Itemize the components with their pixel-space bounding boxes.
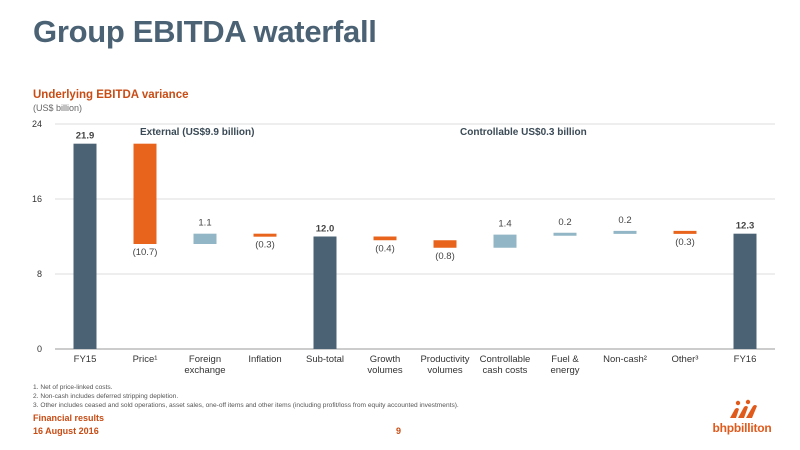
x-tick-label-line: Sub-total: [306, 354, 344, 365]
x-tick-label: FY15: [74, 354, 97, 365]
logo-wordmark: bhpbilliton: [712, 421, 772, 435]
bar-1: [73, 143, 97, 349]
data-label-7: (0.8): [435, 251, 455, 262]
logo-mark-icon: [730, 399, 757, 418]
y-tick-label: 16: [32, 194, 42, 204]
x-tick-label-line: Controllable: [480, 354, 531, 365]
x-tick-label: Growth volumes: [367, 354, 403, 376]
data-label-6: (0.4): [375, 243, 395, 254]
x-tick-label-line: FY15: [74, 354, 97, 365]
y-tick-label: 8: [37, 269, 42, 279]
data-label-10: 0.2: [618, 215, 631, 226]
data-label-1: 21.9: [76, 131, 95, 142]
bar-12: [733, 233, 757, 349]
x-tick-label-line: Fuel &: [551, 354, 579, 365]
footer-label: Financial results: [33, 413, 105, 423]
x-tick-label-line: volumes: [427, 365, 463, 376]
bar-7: [433, 240, 457, 248]
x-tick-label-line: FY16: [734, 354, 757, 365]
bar-9: [553, 232, 577, 236]
x-tick-label-line: energy: [550, 365, 579, 376]
data-label-3: 1.1: [198, 218, 211, 229]
bar-8: [493, 234, 517, 248]
x-tick-label: Other³: [672, 354, 699, 365]
bhp-billiton-logo: bhpbilliton: [702, 397, 782, 437]
chart-units: (US$ billion): [33, 103, 83, 113]
x-tick-label-line: Inflation: [248, 354, 281, 365]
x-tick-label: Sub-total: [306, 354, 344, 365]
chart-subtitle: Underlying EBITDA variance: [33, 89, 189, 101]
bar-5: [313, 236, 337, 349]
annotation-external: External (US$9.9 billion): [140, 127, 254, 138]
data-label-5: 12.0: [316, 224, 335, 235]
bar-2: [133, 143, 157, 244]
x-tick-label-line: Productivity: [420, 354, 469, 365]
x-tick-label-line: Foreign: [189, 354, 221, 365]
waterfall-chart: 0 8 16 24 21.9 (10.7) 1.1 (0.3) 12.0 (0.4) (0.8) 1.…: [32, 119, 775, 376]
annotation-controllable: Controllable US$0.3 billion: [460, 127, 587, 138]
x-tick-label-line: Non-cash²: [603, 354, 647, 365]
x-tick-label-line: volumes: [367, 365, 403, 376]
footnotes: 1. Net of price-linked costs. 2. Non-cas…: [33, 383, 459, 410]
x-tick-label: Inflation: [248, 354, 281, 365]
x-tick-label: Foreign exchange: [184, 354, 225, 376]
x-tick-label-line: cash costs: [483, 365, 528, 376]
footnote-3: 3. Other includes ceased and sold operat…: [33, 402, 459, 409]
x-tick-label: Fuel & energy: [550, 354, 579, 376]
x-tick-label: Productivity volumes: [420, 354, 469, 376]
x-tick-label-line: Growth: [370, 354, 401, 365]
data-label-8: 1.4: [498, 219, 511, 230]
data-label-2: (10.7): [133, 247, 158, 258]
data-label-11: (0.3): [675, 237, 695, 248]
bar-3: [193, 233, 217, 244]
footnote-2: 2. Non-cash includes deferred stripping …: [33, 393, 179, 400]
x-tick-label-line: Other³: [672, 354, 699, 365]
data-label-4: (0.3): [255, 240, 275, 251]
x-tick-label: FY16: [734, 354, 757, 365]
data-label-9: 0.2: [558, 217, 571, 228]
x-tick-label: Price¹: [133, 354, 158, 365]
x-tick-label-line: exchange: [184, 365, 225, 376]
page-number: 9: [396, 426, 402, 436]
x-tick-label-line: Price¹: [133, 354, 158, 365]
x-tick-label: Controllable cash costs: [480, 354, 531, 376]
bar-6: [373, 236, 397, 241]
y-tick-label: 24: [32, 119, 42, 129]
x-tick-label: Non-cash²: [603, 354, 647, 365]
footnote-1: 1. Net of price-linked costs.: [33, 384, 113, 391]
y-tick-label: 0: [37, 344, 42, 354]
page-title: Group EBITDA waterfall: [33, 14, 377, 49]
bar-11: [673, 230, 697, 234]
data-label-12: 12.3: [736, 221, 755, 232]
bar-4: [253, 233, 277, 237]
footer-date: 16 August 2016: [33, 426, 99, 436]
bar-10: [613, 230, 637, 234]
